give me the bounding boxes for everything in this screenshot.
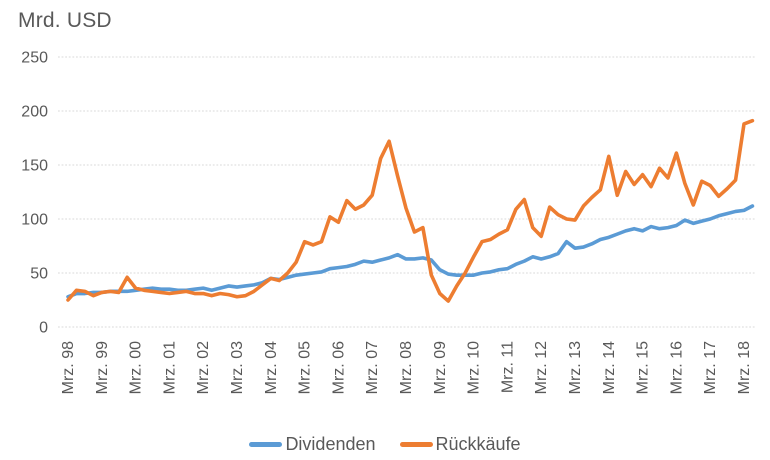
chart-title: Mrd. USD <box>18 9 112 32</box>
y-axis-tick-label: 150 <box>21 158 48 175</box>
y-axis-tick-label: 100 <box>21 212 48 229</box>
x-axis-tick-label: Mrz. 16 <box>668 341 685 394</box>
x-axis-tick-label: Mrz. 13 <box>567 341 584 394</box>
y-axis-tick-label: 0 <box>39 320 48 337</box>
x-axis-tick-label: Mrz. 07 <box>364 341 381 394</box>
legend-label-rueckkaeufe: Rückkäufe <box>435 434 521 454</box>
x-axis-tick-label: Mrz. 06 <box>330 341 347 394</box>
x-axis-tick-label: Mrz. 15 <box>635 341 652 394</box>
x-axis-tick-label: Mrz. 17 <box>702 341 719 394</box>
series-line-rueckkaeufe <box>66 118 755 303</box>
y-axis-tick-label: 50 <box>30 266 48 283</box>
legend: Dividenden Rückkäufe <box>0 434 770 455</box>
x-axis-tick-label: Mrz. 18 <box>736 341 753 394</box>
x-axis-tick-label: Mrz. 01 <box>161 341 178 394</box>
legend-label-dividenden: Dividenden <box>285 434 376 454</box>
x-axis-tick-label: Mrz. 02 <box>195 341 212 394</box>
x-axis-tick-label: Mrz. 11 <box>499 341 516 393</box>
x-axis-tick-label: Mrz. 14 <box>601 341 618 394</box>
y-axis-tick-label: 250 <box>21 50 48 67</box>
x-axis-tick-label: Mrz. 99 <box>94 341 111 394</box>
plot-area: 0 50 100 150 200 250 Mrz. 98 Mrz. 99 Mrz. 00 Mrz.… <box>21 50 756 394</box>
rueckkaeufe-line-swatch-icon <box>399 442 433 447</box>
x-axis-tick-label: Mrz. 09 <box>432 341 449 394</box>
legend-item-rueckkaeufe: Rückkäufe <box>399 434 521 455</box>
x-axis-tick-label: Mrz. 04 <box>263 341 280 394</box>
x-axis-tick-label: Mrz. 10 <box>466 341 483 394</box>
x-axis-tick-label: Mrz. 00 <box>128 341 145 394</box>
legend-item-dividenden: Dividenden <box>249 434 376 455</box>
x-axis-tick-label: Mrz. 12 <box>533 341 550 394</box>
dividenden-line-swatch-icon <box>249 442 283 447</box>
y-axis-tick-label: 200 <box>21 104 48 121</box>
x-axis-tick-label: Mrz. 08 <box>398 341 415 394</box>
x-axis-tick-label: Mrz. 98 <box>60 341 77 394</box>
x-axis-tick-label: Mrz. 03 <box>229 341 246 394</box>
x-axis-tick-label: Mrz. 05 <box>297 341 314 394</box>
